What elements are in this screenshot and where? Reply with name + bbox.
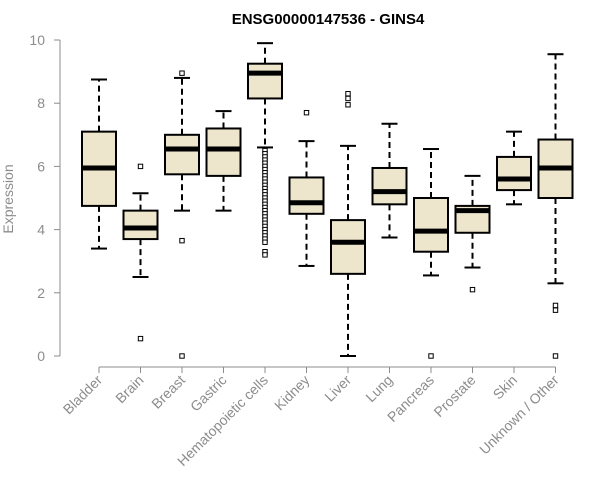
box-lung	[371, 122, 408, 239]
x-tick-label: Lung	[362, 372, 395, 405]
x-tick-label: Skin	[490, 372, 521, 403]
outlier-point	[179, 70, 185, 76]
box-iqr	[330, 219, 366, 275]
box-iqr	[496, 155, 532, 192]
box-iqr	[371, 166, 408, 206]
box-iqr	[164, 133, 200, 176]
x-tick-label: Breast	[148, 372, 188, 412]
y-tick-label: 10	[29, 32, 45, 48]
x-tick-label: Brain	[112, 372, 146, 406]
box-pancreas	[413, 148, 449, 359]
box-iqr	[205, 127, 242, 177]
outlier-point	[179, 353, 185, 359]
box-iqr	[247, 62, 283, 100]
outlier-point	[552, 302, 559, 309]
box-kidney	[288, 109, 325, 267]
box-iqr	[413, 197, 449, 253]
x-tick-label: Bladder	[60, 372, 106, 418]
x-tick-label: Prostate	[430, 372, 478, 420]
y-tick-label: 2	[37, 285, 45, 301]
outlier-point	[345, 102, 351, 108]
box-series	[81, 42, 574, 359]
box-skin	[496, 130, 532, 206]
outlier-point	[179, 237, 185, 244]
y-tick-label: 8	[37, 95, 45, 111]
box-liver	[330, 91, 366, 357]
outlier-point	[428, 353, 434, 359]
x-tick-label: Liver	[321, 372, 354, 405]
y-axis-label: Expression	[0, 164, 16, 233]
y-tick-label: 0	[37, 348, 45, 364]
outlier-point	[552, 307, 559, 313]
box-iqr	[288, 176, 325, 215]
outlier-point	[262, 239, 268, 245]
box-iqr	[122, 209, 159, 241]
box-bladder	[81, 78, 117, 250]
box-hematopoietic-cells	[247, 42, 283, 258]
box-brain	[122, 163, 159, 342]
outlier-point	[262, 252, 268, 258]
outlier-point	[552, 353, 559, 359]
box-prostate	[454, 174, 491, 293]
outlier-point	[303, 109, 310, 116]
y-tick-label: 4	[37, 222, 45, 238]
box-breast	[164, 70, 200, 359]
chart-title: ENSG00000147536 - GINS4	[232, 11, 425, 28]
y-tick-label: 6	[37, 158, 45, 174]
outlier-point	[469, 286, 476, 293]
outlier-point	[137, 335, 144, 342]
outlier-point	[137, 163, 144, 170]
box-unknown-other	[537, 53, 574, 359]
x-tick-label: Kidney	[271, 372, 313, 414]
box-gastric	[205, 110, 242, 212]
outlier-point	[345, 95, 351, 102]
x-tick-label: Unknown / Other	[476, 372, 562, 458]
y-axis: 0 2 4 6 8 10	[29, 32, 61, 364]
outlier-point	[345, 91, 351, 97]
